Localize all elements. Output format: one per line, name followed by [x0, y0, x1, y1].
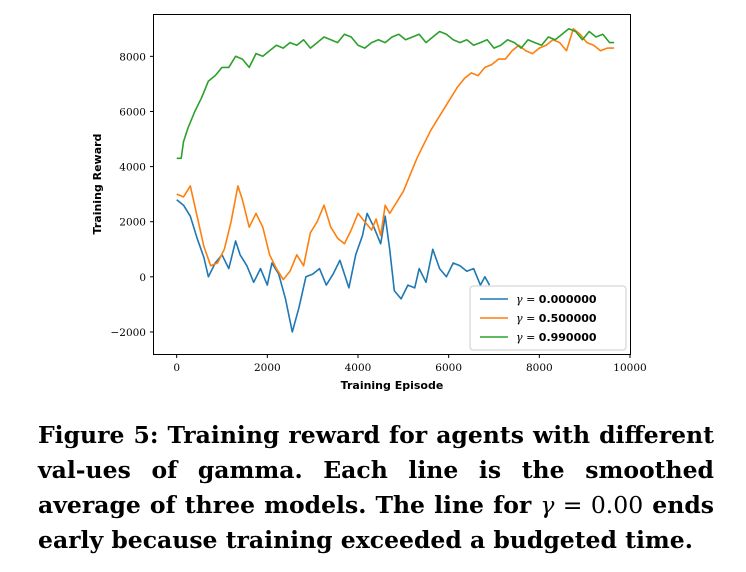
series-lines — [176, 27, 615, 333]
legend-label-gamma-099: γ = 0.990000 — [516, 331, 597, 344]
x-tick-label: 2000 — [254, 362, 281, 374]
y-tick-label: 4000 — [119, 162, 146, 174]
y-tick-label: 0 — [139, 272, 146, 284]
y-tick-label: −2000 — [110, 327, 146, 339]
y-axis-title: Training Reward — [91, 134, 104, 235]
x-tick-label: 0 — [173, 362, 180, 374]
legend-box — [469, 285, 627, 351]
plot-frame — [153, 14, 631, 355]
y-tick-label: 8000 — [119, 51, 146, 63]
caption-text-part2: ends early because training exceeded a b… — [38, 491, 714, 554]
figure-caption: Figure 5: Training reward for agents wit… — [38, 418, 714, 558]
axis-ticks: 0 2000 4000 6000 8000 10000 −2000 0 2000 4000 6000… — [110, 51, 646, 374]
x-tick-label: 10000 — [613, 362, 646, 374]
line-chart: 0 2000 4000 6000 8000 10000 −2000 0 2000 4000 6000… — [91, 14, 647, 392]
legend-label-gamma-0: γ = 0.000000 — [516, 293, 597, 306]
caption-text-part1: Figure 5: Training reward for agents wit… — [38, 421, 714, 519]
series-line-1 — [176, 27, 615, 281]
legend: γ = 0.000000 γ = 0.500000 γ = 0.990000 — [469, 285, 627, 351]
y-tick-label: 2000 — [119, 217, 146, 229]
y-tick-label: 6000 — [119, 106, 146, 118]
series-line-2 — [176, 27, 615, 160]
x-tick-label: 4000 — [345, 362, 372, 374]
caption-gamma-value: 0.00 — [590, 491, 644, 519]
caption-gamma-symbol: γ — [540, 491, 555, 519]
x-axis-title: Training Episode — [341, 379, 444, 392]
series-line-0 — [176, 199, 491, 333]
x-tick-label: 6000 — [435, 362, 462, 374]
x-tick-label: 8000 — [526, 362, 553, 374]
legend-label-gamma-05: γ = 0.500000 — [516, 312, 597, 325]
caption-equals: = — [554, 491, 591, 519]
